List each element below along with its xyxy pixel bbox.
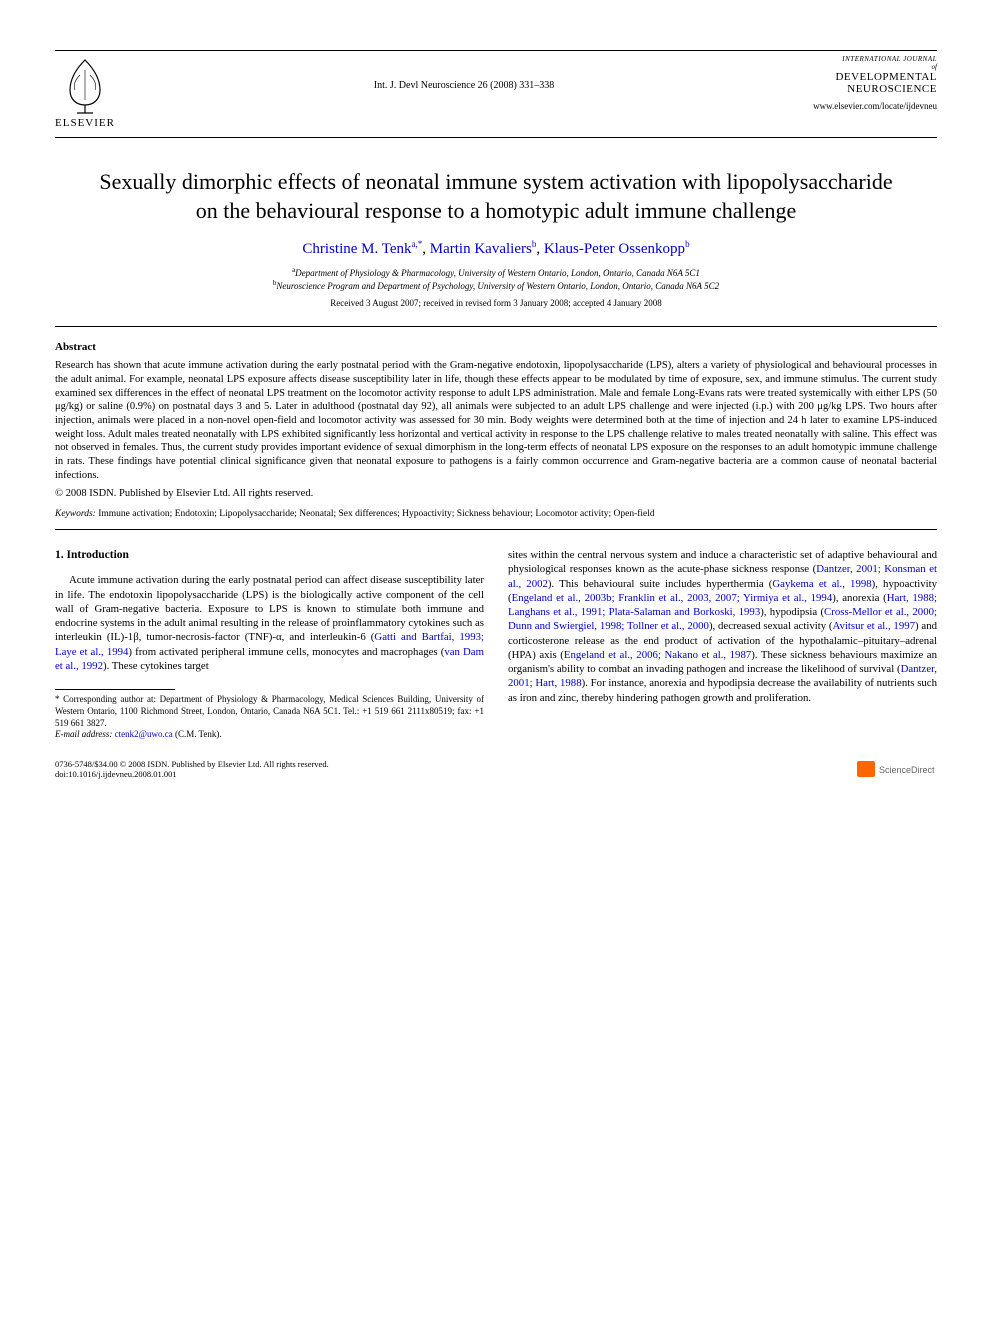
footer-row: 0736-5748/$34.00 © 2008 ISDN. Published … [55, 759, 937, 779]
email-label: E-mail address: [55, 729, 112, 739]
journal-box-of: of [813, 63, 937, 71]
abstract-body: Research has shown that acute immune act… [55, 359, 937, 482]
footer-line1: 0736-5748/$34.00 © 2008 ISDN. Published … [55, 759, 857, 769]
author-sep-2: , [536, 241, 544, 257]
email-footnote: E-mail address: ctenk2@uwo.ca (C.M. Tenk… [55, 729, 484, 741]
elsevier-logo: ELSEVIER [55, 55, 115, 129]
footnote-rule [55, 689, 175, 690]
elsevier-tree-icon [55, 55, 115, 115]
cite-engeland[interactable]: Engeland et al., 2003b; Franklin et al.,… [512, 592, 833, 604]
email-address[interactable]: ctenk2@uwo.ca [112, 729, 172, 739]
cite-engeland2[interactable]: Engeland et al., 2006; Nakano et al., 19… [564, 649, 751, 661]
article-title: Sexually dimorphic effects of neonatal i… [95, 168, 897, 225]
svg-text:ScienceDirect: ScienceDirect [879, 765, 935, 775]
cite-avitsur[interactable]: Avitsur et al., 1997 [833, 620, 916, 632]
journal-reference: Int. J. Devl Neuroscience 26 (2008) 331–… [115, 80, 813, 91]
author-2[interactable]: Martin Kavaliers [430, 241, 532, 257]
top-rule [55, 50, 937, 51]
journal-box-line2: NEUROSCIENCE [813, 83, 937, 95]
author-3[interactable]: Klaus-Peter Ossenkopp [544, 241, 685, 257]
abstract-heading: Abstract [55, 341, 937, 353]
body-columns: 1. Introduction Acute immune activation … [55, 548, 937, 741]
article-dates: Received 3 August 2007; received in revi… [55, 298, 937, 308]
journal-box-top: INTERNATIONAL JOURNAL [813, 55, 937, 63]
author-sep-1: , [422, 241, 430, 257]
footer-line2: doi:10.1016/j.ijdevneu.2008.01.001 [55, 769, 857, 779]
header-rule [55, 137, 937, 138]
email-post: (C.M. Tenk). [173, 729, 222, 739]
author-1[interactable]: Christine M. Tenk [302, 241, 411, 257]
journal-box-line1: DEVELOPMENTAL [813, 71, 937, 83]
aff-b-text: Neuroscience Program and Department of P… [276, 281, 719, 291]
abstract-top-rule [55, 326, 937, 327]
right-column: sites within the central nervous system … [508, 548, 937, 741]
r2: ). This behavioural suite includes hyper… [548, 578, 772, 590]
authors-line: Christine M. Tenka,*, Martin Kavaliersb,… [55, 239, 937, 258]
cite-gaykema[interactable]: Gaykema et al., 1998 [772, 578, 871, 590]
intro-left-mid: ) from activated peripheral immune cells… [128, 646, 444, 658]
intro-para-left: Acute immune activation during the early… [55, 573, 484, 673]
left-column: 1. Introduction Acute immune activation … [55, 548, 484, 741]
abstract-copyright: © 2008 ISDN. Published by Elsevier Ltd. … [55, 488, 937, 499]
corresponding-footnote: * Corresponding author at: Department of… [55, 694, 484, 729]
header-row: ELSEVIER Int. J. Devl Neuroscience 26 (2… [55, 55, 937, 129]
sciencedirect-icon: ScienceDirect [857, 759, 937, 779]
footer-left: 0736-5748/$34.00 © 2008 ISDN. Published … [55, 759, 857, 779]
journal-box: INTERNATIONAL JOURNAL of DEVELOPMENTAL N… [813, 55, 937, 111]
keywords-text: Immune activation; Endotoxin; Lipopolysa… [96, 509, 655, 519]
keywords-label: Keywords: [55, 509, 96, 519]
elsevier-label: ELSEVIER [55, 117, 115, 129]
intro-left-post: ). These cytokines target [103, 660, 209, 672]
keywords-line: Keywords: Immune activation; Endotoxin; … [55, 509, 937, 519]
affiliations: aDepartment of Physiology & Pharmacology… [55, 266, 937, 292]
author-3-sup: b [685, 239, 690, 249]
journal-url: www.elsevier.com/locate/ijdevneu [813, 101, 937, 111]
intro-heading: 1. Introduction [55, 548, 484, 563]
intro-para-right: sites within the central nervous system … [508, 548, 937, 705]
keywords-bottom-rule [55, 529, 937, 530]
aff-a-text: Department of Physiology & Pharmacology,… [295, 268, 700, 278]
r5: ), hypodipsia ( [760, 606, 824, 618]
r6: ), decreased sexual activity ( [709, 620, 833, 632]
r4: ), anorexia ( [832, 592, 887, 604]
